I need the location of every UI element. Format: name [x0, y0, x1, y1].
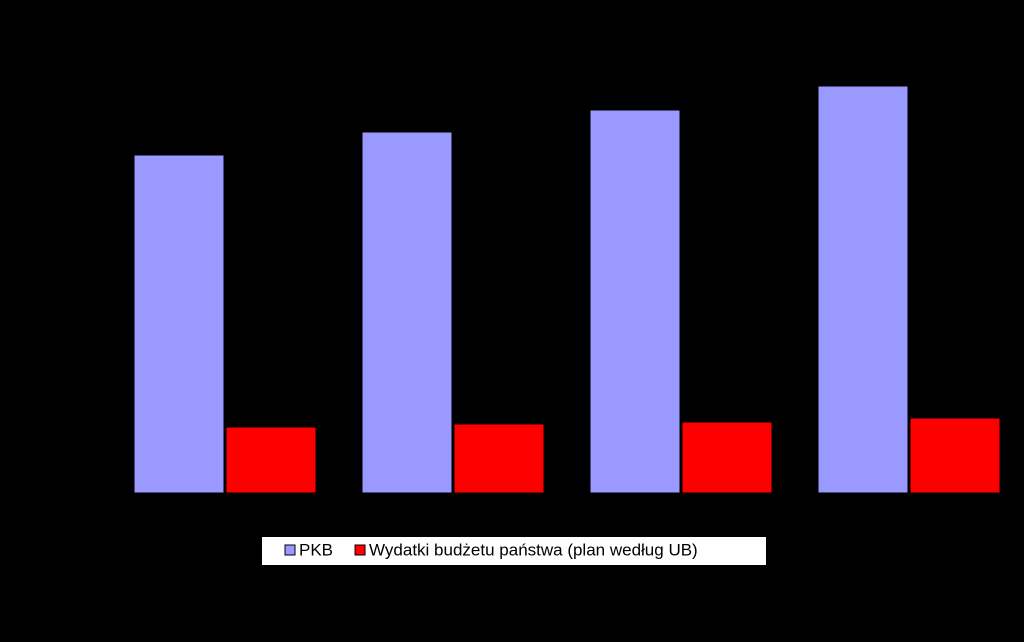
bar [817, 85, 909, 494]
legend-label: PKB [299, 540, 333, 559]
bar [361, 131, 453, 494]
bar [681, 421, 773, 494]
bar [225, 426, 317, 494]
legend-swatch [284, 544, 296, 556]
legend-box [262, 537, 766, 565]
bar [453, 423, 545, 494]
legend-label: Wydatki budżetu państwa (plan według UB) [369, 540, 698, 559]
bar [909, 417, 1001, 494]
legend-swatch [354, 544, 366, 556]
bar [589, 109, 681, 494]
bar [133, 154, 225, 494]
